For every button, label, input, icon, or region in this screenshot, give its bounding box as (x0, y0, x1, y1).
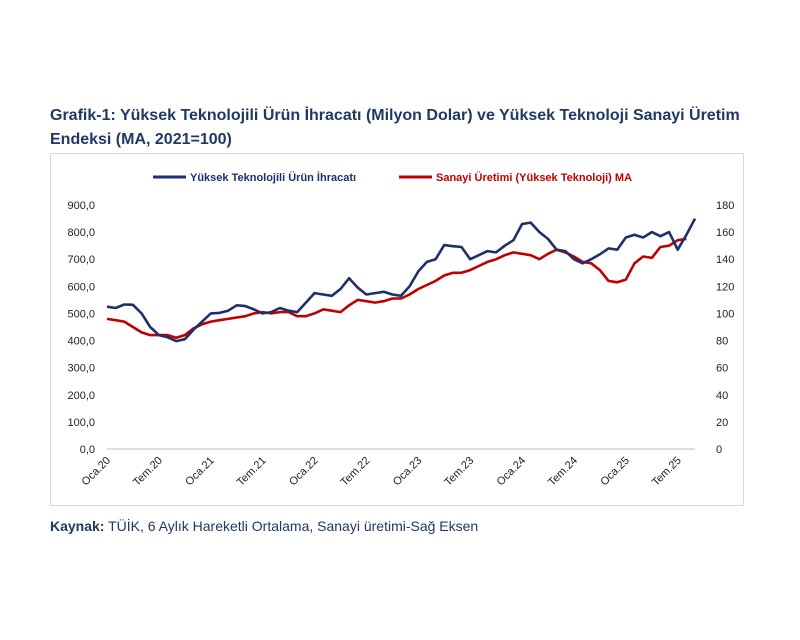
right-tick-label: 40 (716, 390, 728, 402)
x-tick-label: Oca.25 (598, 455, 632, 489)
left-tick-label: 500,0 (67, 308, 95, 320)
left-tick-label: 700,0 (67, 254, 95, 266)
source-note: Kaynak: TÜİK, 6 Aylık Hareketli Ortalama… (50, 518, 478, 534)
right-tick-label: 160 (716, 227, 734, 239)
source-text: TÜİK, 6 Aylık Hareketli Ortalama, Sanayi… (108, 518, 479, 534)
legend-label-series1: Yüksek Teknolojili Ürün İhracatı (190, 171, 356, 184)
x-tick-label: Tem.20 (131, 455, 165, 489)
right-tick-label: 0 (716, 444, 722, 456)
x-axis: Oca.20 Tem.20 Oca.21 Tem.21 Oca.22 Tem.22 Oca.… (80, 455, 684, 489)
right-tick-label: 100 (716, 308, 734, 320)
legend-label-series2: Sanayi Üretimi (Yüksek Teknoloji) MA (436, 171, 632, 184)
right-tick-label: 80 (716, 336, 728, 348)
x-tick-label: Oca.22 (287, 455, 321, 489)
right-axis: 0 20 40 60 80 100 120 140 160 180 (716, 200, 734, 456)
x-tick-label: Oca.24 (495, 455, 529, 489)
x-tick-label: Tem.25 (650, 455, 684, 489)
x-tick-label: Oca.23 (391, 455, 425, 489)
left-tick-label: 400,0 (67, 336, 95, 348)
right-tick-label: 20 (716, 417, 728, 429)
left-tick-label: 900,0 (67, 200, 95, 212)
left-tick-label: 0,0 (80, 444, 95, 456)
left-tick-label: 300,0 (67, 363, 95, 375)
right-tick-label: 180 (716, 200, 734, 212)
x-tick-label: Tem.22 (339, 455, 373, 489)
source-label: Kaynak: (50, 518, 105, 534)
left-axis: 0,0 100,0 200,0 300,0 400,0 500,0 600,0 700,0 80… (67, 200, 95, 456)
left-tick-label: 800,0 (67, 227, 95, 239)
x-tick-label: Tem.23 (442, 455, 476, 489)
right-tick-label: 60 (716, 363, 728, 375)
legend: Yüksek Teknolojili Ürün İhracatı Sanayi … (153, 171, 632, 184)
left-tick-label: 200,0 (67, 390, 95, 402)
x-tick-label: Tem.24 (546, 455, 580, 489)
series-line-sanayi-uretimi (106, 237, 687, 340)
right-tick-label: 120 (716, 281, 734, 293)
x-tick-label: Oca.20 (80, 455, 114, 489)
left-tick-label: 600,0 (67, 281, 95, 293)
left-tick-label: 100,0 (67, 417, 95, 429)
x-tick-label: Tem.21 (235, 455, 269, 489)
series-line-ihracat (106, 217, 697, 343)
chart-title: Grafik-1: Yüksek Teknolojili Ürün İhraca… (50, 107, 740, 148)
right-tick-label: 140 (716, 254, 734, 266)
chart-frame (50, 153, 744, 506)
x-tick-label: Oca.21 (183, 455, 217, 489)
